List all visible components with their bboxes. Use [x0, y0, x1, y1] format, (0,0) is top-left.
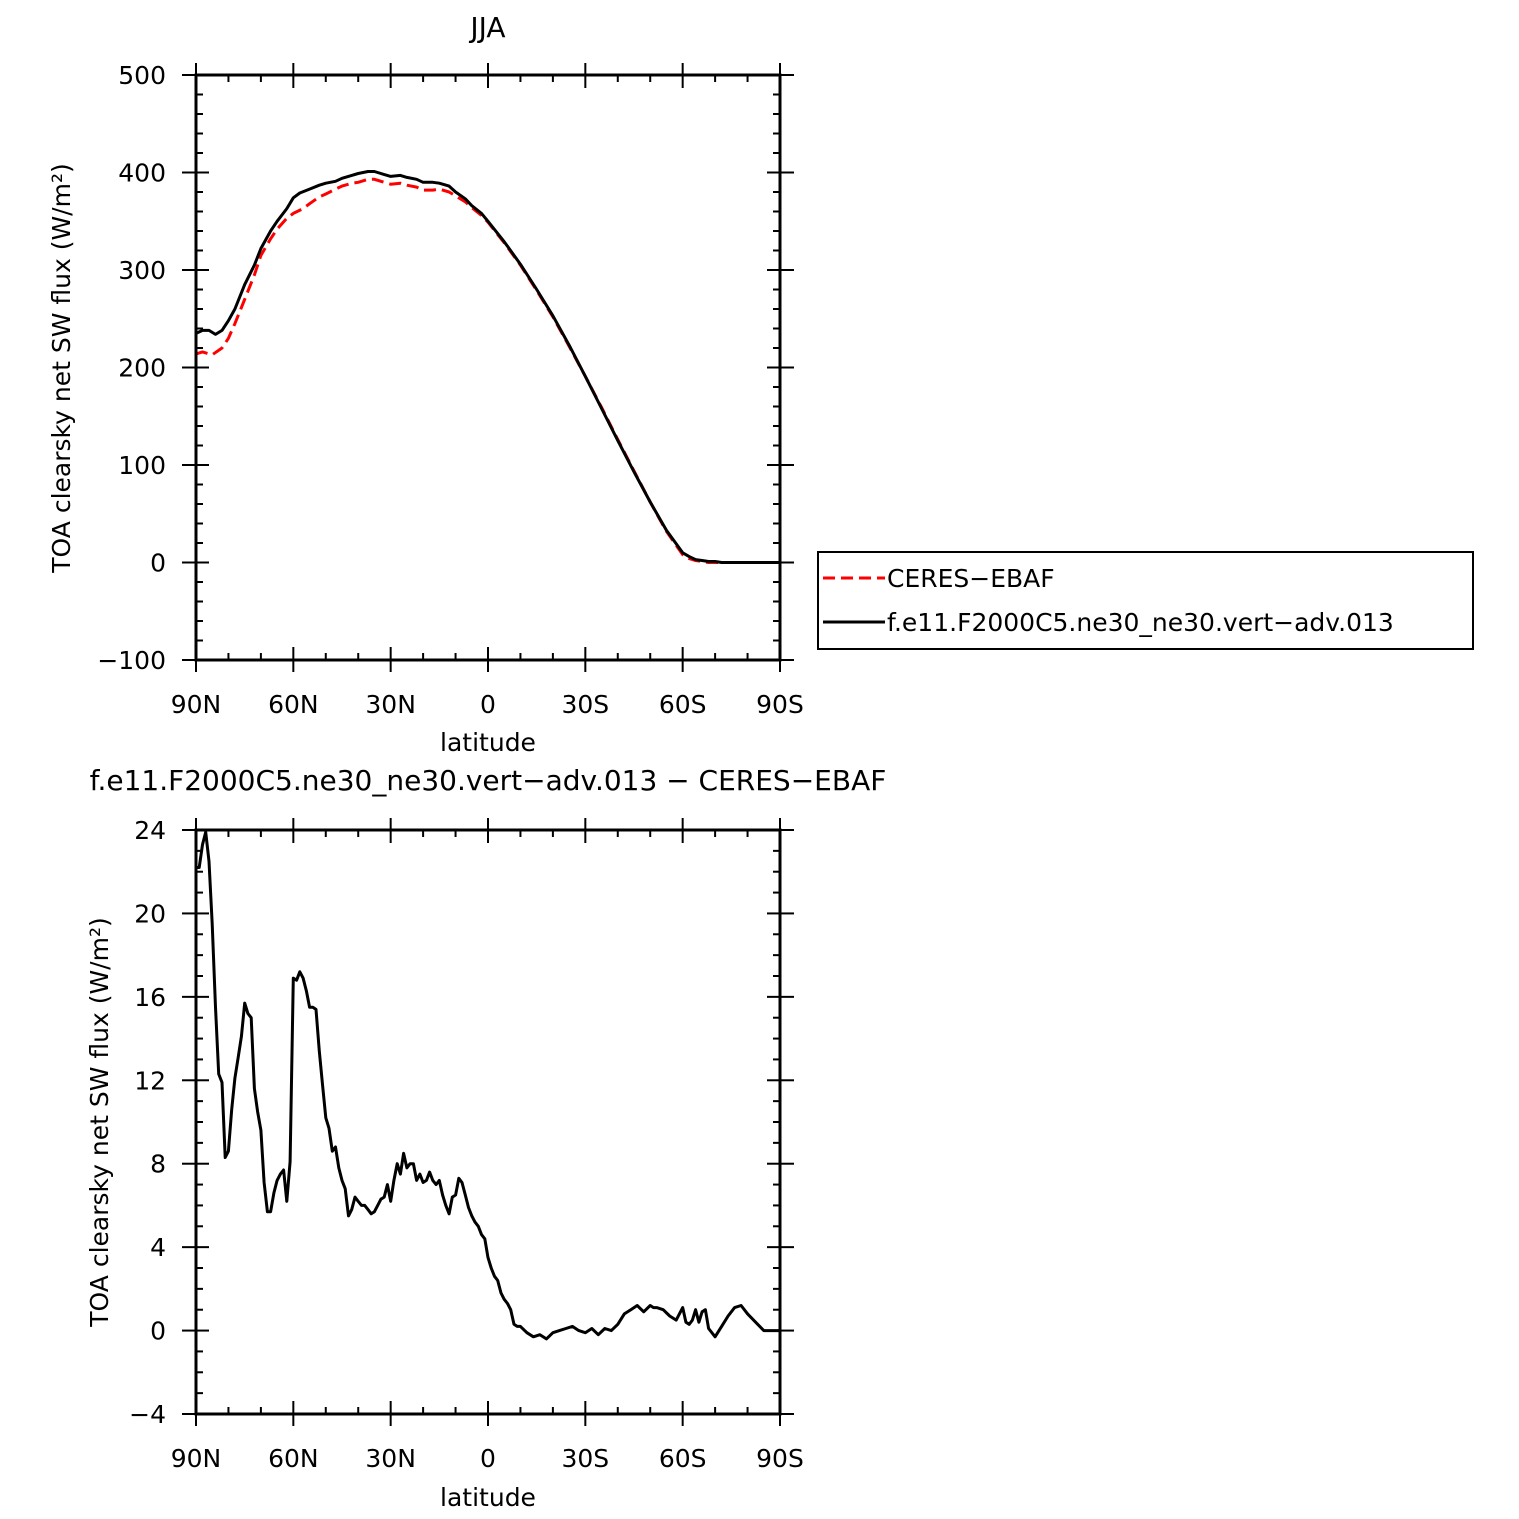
- top-y-tick-label: −100: [97, 646, 166, 675]
- y-axis-label-top: TOA clearsky net SW flux (W/m²): [47, 163, 76, 573]
- bottom-y-tick-label: 24: [134, 816, 166, 845]
- bottom-x-tick-label: 30S: [561, 1444, 609, 1473]
- plot-frame-top: [194, 73, 782, 662]
- legend-box: [817, 551, 1474, 650]
- top-x-tick-label: 90S: [756, 690, 804, 719]
- bottom-y-tick-label: −4: [129, 1400, 166, 1429]
- top-tick-labels: 90N 60N 30N 0 30S 60S 90S −100 0 100 200 300 400 500: [97, 61, 804, 719]
- top-y-tick-label: 300: [118, 256, 166, 285]
- bottom-x-tick-label: 30N: [365, 1444, 416, 1473]
- x-axis-label-top: latitude: [440, 728, 536, 757]
- legend: CERES−EBAF f.e11.F2000C5.ne30_ne30.vert−…: [817, 551, 1474, 650]
- top-x-tick-label: 60N: [268, 690, 319, 719]
- top-y-tick-label: 500: [118, 61, 166, 90]
- bottom-x-tick-label: 60N: [268, 1444, 319, 1473]
- plot-frame-bottom: [194, 828, 782, 1416]
- bottom-x-tick-label: 0: [480, 1444, 496, 1473]
- bottom-series-lines: [196, 830, 780, 1341]
- top-y-tick-label: 400: [118, 159, 166, 188]
- bottom-x-tick-label: 90N: [171, 1444, 222, 1473]
- bottom-ticks: [182, 818, 794, 1426]
- top-ticks: [182, 63, 794, 672]
- bottom-y-tick-label: 8: [150, 1150, 166, 1179]
- bottom-series-line-0: [196, 830, 780, 1341]
- top-y-tick-label: 100: [118, 451, 166, 480]
- top-x-tick-label: 90N: [171, 690, 222, 719]
- bottom-tick-labels: 90N 60N 30N 0 30S 60S 90S −4 0 4 8 12 16 20 24: [129, 816, 804, 1473]
- bottom-y-tick-label: 12: [134, 1066, 166, 1095]
- top-series-line-0: [195, 177, 780, 564]
- panel-top-flux: JJA 90N 60N 30N 0 30S 60S 90S −100 0 100 200 300 400…: [47, 11, 804, 757]
- bottom-y-tick-label: 16: [134, 983, 166, 1012]
- top-x-tick-label: 30S: [561, 690, 609, 719]
- chart-title-bottom: f.e11.F2000C5.ne30_ne30.vert−adv.013 − C…: [90, 764, 887, 797]
- top-y-tick-label: 200: [118, 354, 166, 383]
- top-series-lines: [195, 170, 780, 564]
- bottom-y-tick-label: 4: [150, 1233, 166, 1262]
- bottom-x-tick-label: 60S: [659, 1444, 707, 1473]
- bottom-y-tick-label: 0: [150, 1317, 166, 1346]
- top-series-line-1: [195, 170, 780, 564]
- top-x-tick-label: 60S: [659, 690, 707, 719]
- legend-label-ceres: CERES−EBAF: [887, 564, 1055, 593]
- chart-title-top: JJA: [468, 11, 505, 44]
- legend-label-model: f.e11.F2000C5.ne30_ne30.vert−adv.013: [887, 608, 1394, 637]
- top-x-tick-label: 0: [480, 690, 496, 719]
- bottom-y-tick-label: 20: [134, 899, 166, 928]
- panel-bottom-difference: f.e11.F2000C5.ne30_ne30.vert−adv.013 − C…: [85, 764, 886, 1512]
- top-x-tick-label: 30N: [365, 690, 416, 719]
- x-axis-label-bottom: latitude: [440, 1483, 536, 1512]
- bottom-x-tick-label: 90S: [756, 1444, 804, 1473]
- top-y-tick-label: 0: [150, 549, 166, 578]
- y-axis-label-bottom: TOA clearsky net SW flux (W/m²): [85, 917, 114, 1327]
